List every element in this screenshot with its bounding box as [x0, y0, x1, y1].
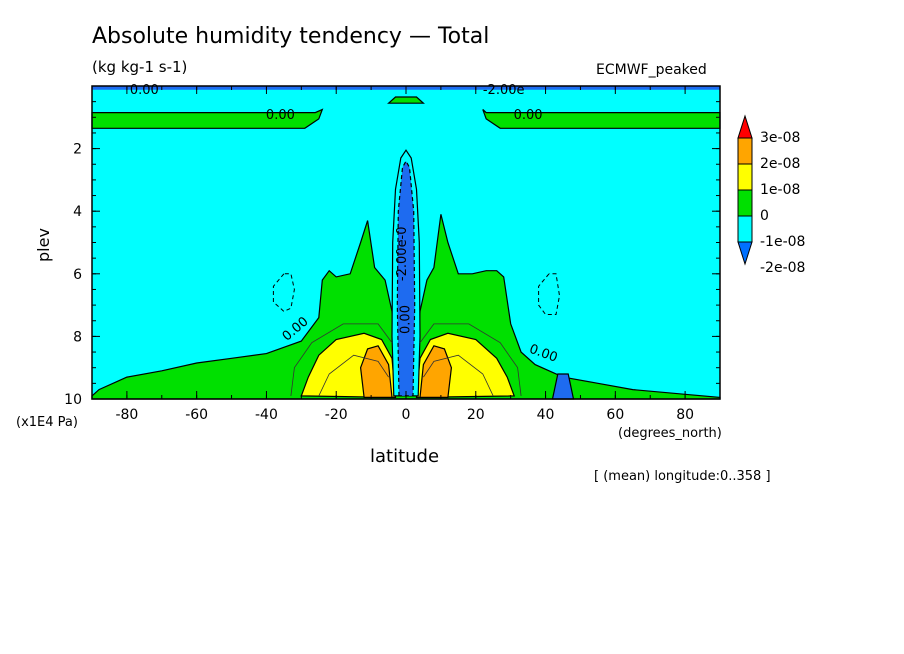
contour-line-left	[290, 323, 393, 396]
y-tick-label: 10	[64, 392, 82, 408]
x-axis-units: (degrees_north)	[618, 426, 722, 441]
chart-units: (kg kg-1 s-1)	[92, 58, 188, 76]
contour-line-right-inner	[423, 354, 494, 397]
y-tick-label: 4	[73, 204, 82, 220]
x-axis-label: latitude	[370, 446, 440, 467]
legend-label: -1e-08	[760, 234, 805, 250]
x-tick-label: 40	[537, 407, 555, 423]
dashed-contour-right	[538, 273, 561, 315]
legend-label: 0	[760, 208, 769, 224]
averaging-note: [ (mean) longitude:0..358 ]	[594, 469, 771, 484]
contour-label: -2.00e	[483, 83, 525, 98]
contour-label: 0.00	[514, 108, 543, 123]
legend-label: 1e-08	[760, 182, 800, 198]
legend-label: 3e-08	[760, 130, 800, 146]
x-tick-label: 20	[467, 407, 485, 423]
x-tick-label: 60	[606, 407, 624, 423]
contour-line-left-inner	[318, 354, 389, 397]
dataset-label: ECMWF_peaked	[596, 62, 707, 78]
legend-swatch-bottom	[737, 241, 753, 266]
x-tick-label: 0	[402, 407, 411, 423]
legend-label: -2e-08	[760, 260, 805, 276]
legend-swatch	[737, 215, 753, 243]
x-tick-label: -60	[185, 407, 208, 423]
legend-swatch-top	[737, 114, 753, 139]
contour-label: 0.00	[398, 305, 413, 334]
y-tick-label: 8	[73, 329, 82, 345]
y-axis-units: (x1E4 Pa)	[16, 415, 78, 430]
chart-title: Absolute humidity tendency — Total	[92, 24, 490, 49]
legend-swatch	[737, 189, 753, 217]
x-tick-label: 80	[676, 407, 694, 423]
contour-label: 0.00	[266, 108, 295, 123]
legend-swatch	[737, 163, 753, 191]
legend-label: 2e-08	[760, 156, 800, 172]
x-tick-label: -20	[325, 407, 348, 423]
band-center-region	[387, 96, 425, 104]
contour-line-right	[419, 323, 522, 396]
negative-column-core	[396, 159, 416, 397]
y-tick-label: 6	[73, 267, 82, 283]
x-tick-label: -80	[115, 407, 138, 423]
x-tick-label: -40	[255, 407, 278, 423]
dashed-contour-left	[272, 273, 295, 312]
legend-swatch	[737, 137, 753, 165]
y-tick-label: 2	[73, 142, 82, 158]
contour-label: -2.00e-0	[395, 226, 410, 281]
contour-label: 0.00	[130, 83, 159, 98]
